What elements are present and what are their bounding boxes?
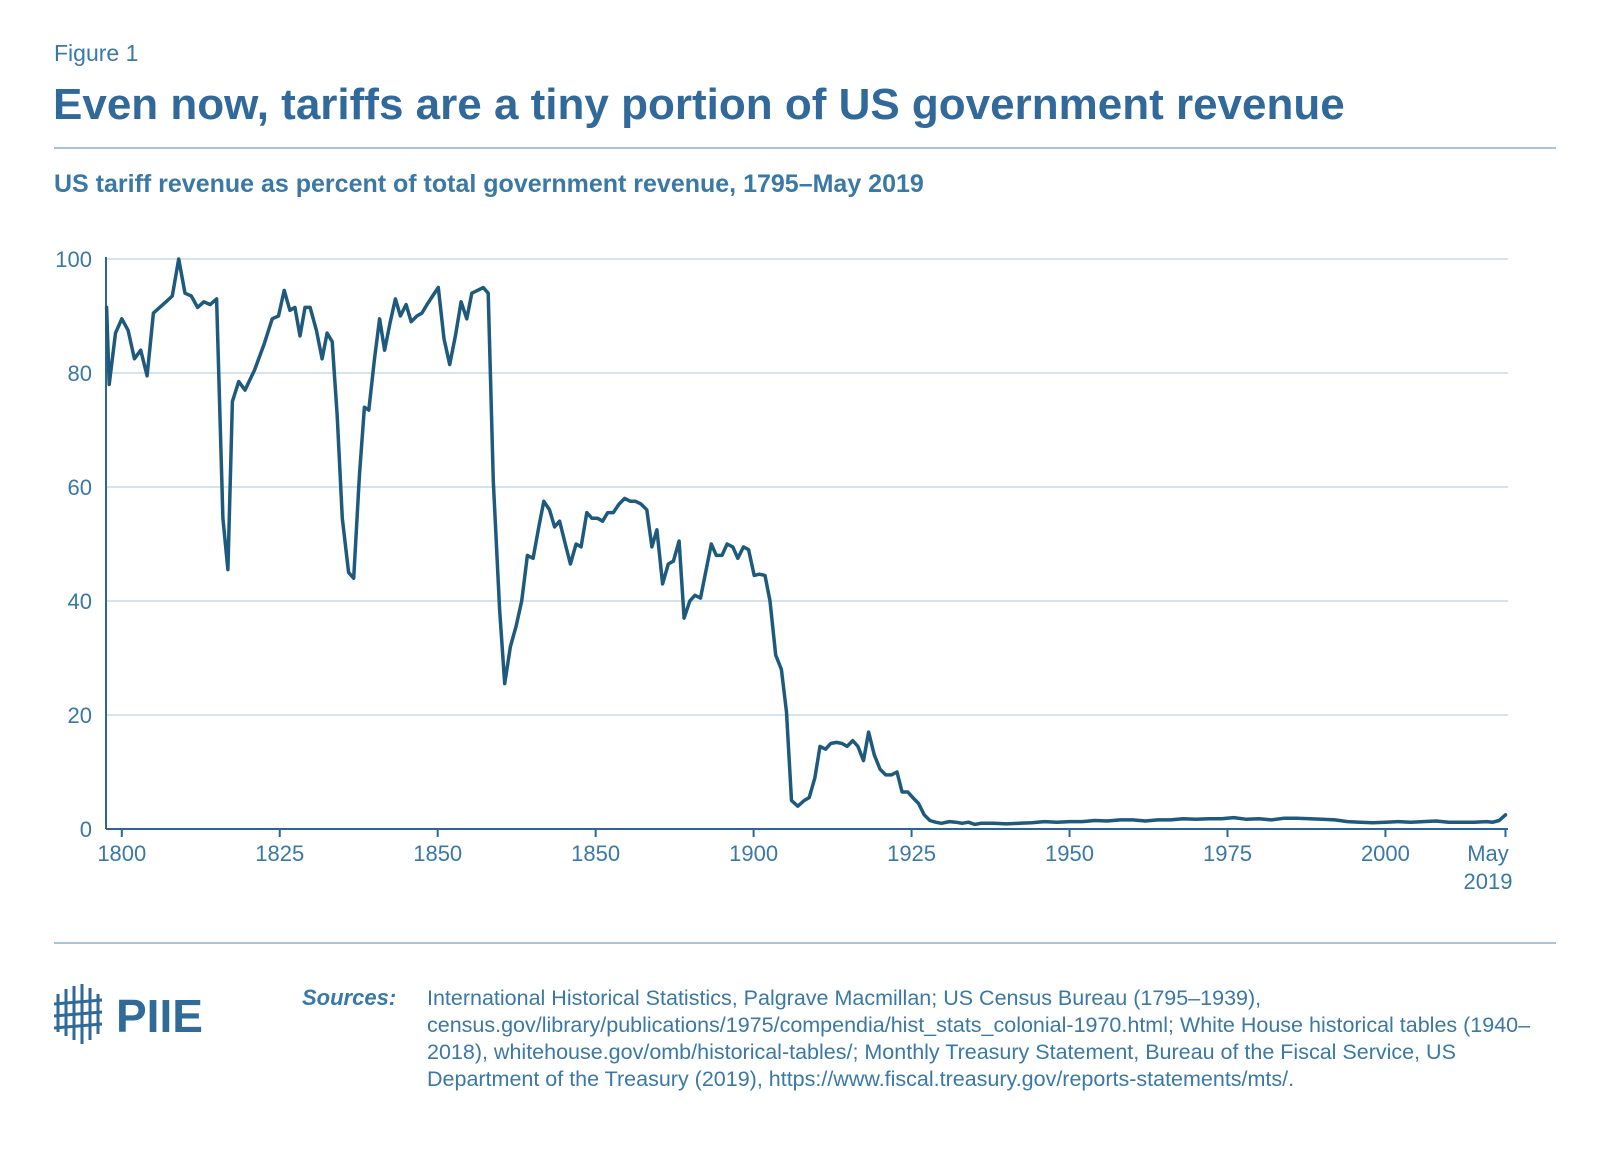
sources-label: Sources: xyxy=(302,985,397,1010)
y-tick-label: 80 xyxy=(68,361,92,386)
footer-divider xyxy=(54,942,1556,944)
x-tick-label: 1925 xyxy=(887,841,936,866)
y-tick-label: 20 xyxy=(68,703,92,728)
x-tick-label: 1950 xyxy=(1045,841,1094,866)
x-tick-label-line2: 2019 xyxy=(1464,869,1513,894)
figure-label: Figure 1 xyxy=(54,40,139,66)
y-tick-label: 40 xyxy=(68,589,92,614)
header-divider xyxy=(54,147,1556,149)
y-tick-label: 100 xyxy=(55,247,92,272)
x-tick-label: 1850 xyxy=(571,841,620,866)
line-chart: 0 20 40 60 80 100 1800 1825 1850 1850 1900 1925 1950… xyxy=(55,247,1512,894)
x-tick-label: 1825 xyxy=(255,841,304,866)
y-tick-label: 60 xyxy=(68,475,92,500)
grid-lines xyxy=(106,258,1508,716)
logo-mark-icon xyxy=(54,984,103,1044)
x-tick-label: May xyxy=(1467,841,1509,866)
x-tick-label: 1850 xyxy=(413,841,462,866)
x-tick-label: 1800 xyxy=(97,841,146,866)
chart-subtitle: US tariff revenue as percent of total go… xyxy=(54,170,924,198)
x-tick-label: 2000 xyxy=(1361,841,1410,866)
series-line xyxy=(104,257,1508,827)
chart-title: Even now, tariffs are a tiny portion of … xyxy=(53,80,1345,129)
sources-text: International Historical Statistics, Pal… xyxy=(427,986,1531,1091)
y-tick-label: 0 xyxy=(80,817,92,842)
axes xyxy=(105,257,1508,837)
x-tick-label: 1975 xyxy=(1203,841,1252,866)
x-tick-label: 1900 xyxy=(729,841,778,866)
piie-logo: PIIE xyxy=(54,984,203,1044)
series-layer xyxy=(104,257,1508,827)
tick-labels: 0 20 40 60 80 100 1800 1825 1850 1850 1900 1925 1950… xyxy=(55,247,1512,894)
logo-text: PIIE xyxy=(116,990,203,1042)
